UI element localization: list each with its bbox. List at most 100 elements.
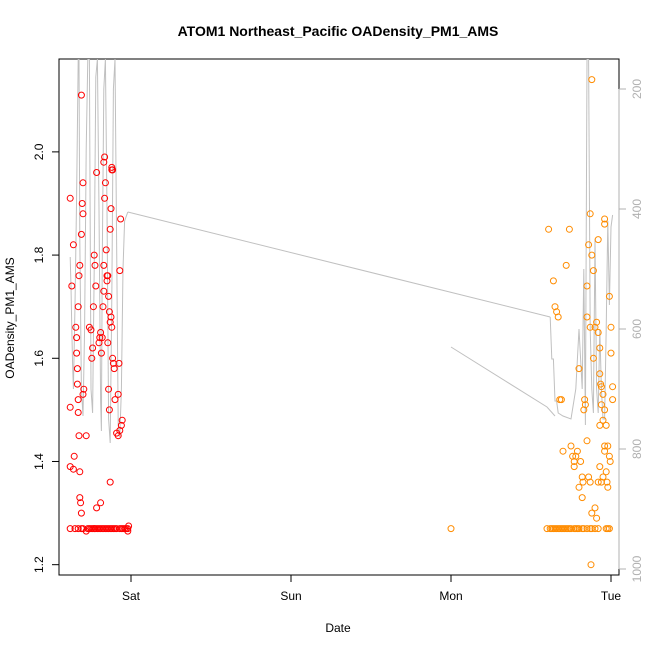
data-point-s2-69 [605,452,613,460]
y-tick-label: 1.6 [32,350,46,367]
data-point-s1-84 [104,339,112,347]
data-point-s1-46 [77,499,85,507]
data-point-s1-61 [80,385,88,393]
data-point-s1-115 [107,205,115,213]
data-point-s1-113 [117,215,125,223]
x-tick-label: Sun [280,589,301,603]
data-point-s1-71 [92,282,100,290]
data-point-s1-94 [103,277,111,285]
data-point-s1-41 [73,349,81,357]
y-axis: 1.2 1.4 1.6 1.8 2.0 [32,143,60,573]
data-point-s1-58 [77,91,85,99]
data-point-s2-98 [591,504,599,512]
data-point-s1-114 [106,225,114,233]
data-point-s2-62 [596,344,604,352]
data-point-s2-60 [593,318,601,326]
y2-tick-label: 1000 [630,555,644,582]
data-point-s1-77 [99,303,107,311]
data-point-s2-90 [596,421,604,429]
data-point-s1-99 [107,313,115,321]
y-tick-label: 1.4 [32,453,46,470]
data-point-s1-33 [66,194,74,202]
data-point-s1-51 [73,334,81,342]
data-point-s1-31 [124,527,132,535]
x-tick-label: Mon [439,589,462,603]
data-point-s1-67 [89,344,97,352]
y2-tick-label: 800 [630,439,644,459]
data-point-s1-56 [78,200,86,207]
data-point-s2-92 [578,494,586,502]
data-point-s1-82 [102,246,110,254]
data-point-s1-38 [69,465,77,473]
data-point-s1-1 [66,525,74,533]
y2-tick-label: 200 [630,79,644,99]
data-point-s2-38 [559,447,567,455]
data-point-s1-36 [66,403,74,411]
data-point-s2-89 [609,396,617,404]
data-point-s1-96 [105,292,113,300]
data-point-s2-102 [594,478,602,486]
data-point-s1-80 [101,194,109,202]
data-point-s2-39 [562,261,570,269]
data-point-s2-81 [601,447,609,455]
x-tick-label: Sat [122,589,141,603]
data-point-s1-95 [104,272,112,280]
data-point-s2-82 [602,468,610,476]
data-point-s2-46 [573,447,581,455]
data-point-s1-69 [90,251,98,259]
y-axis-label: OADensity_PM1_AMS [3,257,17,378]
data-point-s2-85 [605,292,613,300]
data-point-s1-55 [77,230,85,238]
data-point-s2-35 [554,313,562,321]
data-point-s2-71 [588,76,596,84]
data-point-s2-32 [549,277,557,285]
data-point-s2-27 [594,525,602,533]
data-point-s2-50 [579,478,587,486]
data-point-s1-91 [93,169,101,176]
data-point-s1-3 [74,525,82,533]
data-point-s2-54 [583,282,591,290]
data-point-s2-96 [587,561,595,569]
data-point-s2-23 [583,525,591,533]
data-point-s2-87 [607,349,615,357]
data-point-s2-56 [586,210,594,218]
data-point-s1-47 [77,509,85,517]
data-point-s1-39 [70,452,78,460]
data-point-s2-66 [601,406,609,414]
data-point-s2-75 [575,365,583,373]
data-point-s1-72 [95,339,103,347]
data-point-s1-78 [100,287,108,295]
data-point-s1-40 [72,323,80,331]
data-point-s2-52 [581,396,589,404]
data-point-s2-61 [594,329,602,336]
data-point-s1-104 [111,396,119,404]
data-point-s1-43 [74,396,82,404]
data-point-s1-103 [110,365,118,373]
x-tick-label: Tue [601,589,622,603]
x-axis: Sat Sun Mon Tue [122,574,622,603]
data-point-s1-79 [100,261,108,269]
data-point-s1-57 [79,179,87,187]
data-point-s1-52 [74,303,82,311]
y-tick-label: 2.0 [32,143,46,160]
data-point-s1-73 [96,334,104,342]
data-point-s2-47 [575,483,583,491]
data-point-s1-111 [115,359,123,367]
data-point-s1-76 [98,334,106,342]
data-point-s2-26 [591,525,599,533]
data-point-s2-78 [589,354,597,362]
data-point-s2-86 [607,323,615,331]
data-point-s1-90 [90,525,98,533]
data-point-s1-110 [114,390,122,398]
data-point-s2-40 [565,225,573,233]
data-point-s1-44 [75,432,83,440]
data-point-s2-58 [589,267,597,275]
data-point-s1-93 [101,153,109,161]
data-point-s2-101 [596,463,604,471]
data-point-s1-89 [97,499,105,507]
data-point-s2-65 [599,390,607,398]
data-point-s2-74 [594,236,602,244]
data-point-s2-97 [588,509,596,517]
data-point-s1-34 [68,282,76,290]
